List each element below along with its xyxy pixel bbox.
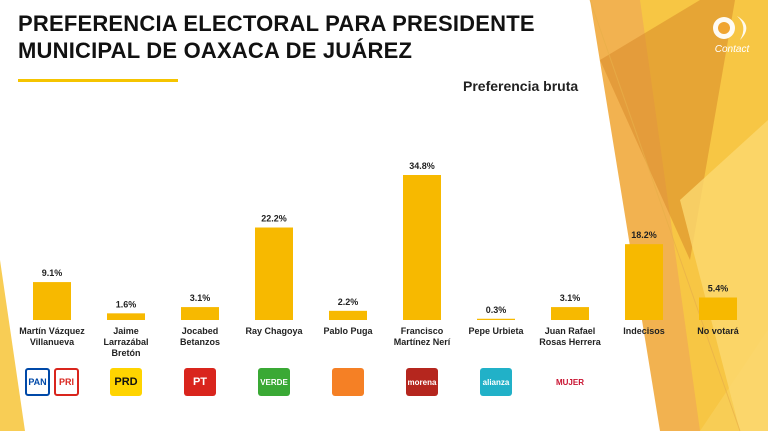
category-label-4-line-0: Pablo Puga — [323, 326, 373, 336]
data-label-1: 1.6% — [116, 299, 137, 309]
data-label-4: 2.2% — [338, 297, 359, 307]
category-label-6-line-0: Pepe Urbieta — [468, 326, 524, 336]
bar-9 — [699, 297, 737, 320]
bar-0 — [33, 282, 71, 320]
category-label-2-line-0: Jocabed — [182, 326, 219, 336]
category-label-1-line-0: Jaime — [113, 326, 139, 336]
title-underline — [18, 79, 178, 82]
brand-mark-icon — [713, 16, 747, 40]
prd-logo-icon: PRD — [110, 368, 142, 396]
data-label-6: 0.3% — [486, 305, 507, 315]
category-label-3-line-0: Ray Chagoya — [245, 326, 303, 336]
pan-logo-icon: PAN — [25, 368, 50, 396]
bar-8 — [625, 244, 663, 320]
category-label-2-line-1: Betanzos — [180, 337, 220, 347]
pt-logo-icon: PT — [184, 368, 216, 396]
category-label-0-line-1: Villanueva — [30, 337, 75, 347]
bg-light-shape — [680, 120, 768, 431]
bar-6 — [477, 318, 515, 320]
bar-1 — [107, 313, 145, 320]
pri-logo-icon: PRI — [54, 368, 79, 396]
data-label-2: 3.1% — [190, 293, 211, 303]
bar-2 — [181, 307, 219, 320]
movimiento-ciudadano-logo-icon — [332, 368, 364, 396]
title-line-1: PREFERENCIA ELECTORAL PARA PRESIDENTE — [18, 11, 535, 36]
data-label-0: 9.1% — [42, 268, 63, 278]
brand-logo: Contact — [704, 8, 760, 58]
bar-7 — [551, 307, 589, 320]
category-label-1-line-2: Bretón — [112, 348, 141, 358]
category-label-9-line-0: No votará — [697, 326, 740, 336]
title-line-2: MUNICIPAL DE OAXACA DE JUÁREZ — [18, 38, 413, 63]
data-label-7: 3.1% — [560, 293, 581, 303]
bg-thin-line — [589, 0, 741, 431]
mujer-logo-icon: MUJER — [554, 368, 586, 396]
alianza-logo-icon: alianza — [480, 368, 512, 396]
category-label-8-line-0: Indecisos — [623, 326, 665, 336]
category-label-7-line-0: Juan Rafael — [545, 326, 596, 336]
chart-subtitle: Preferencia bruta — [463, 78, 579, 94]
brand-name: Contact — [714, 44, 750, 55]
verde-logo-icon: VERDE — [258, 368, 290, 396]
category-label-0-line-0: Martín Vázquez — [19, 326, 85, 336]
morena-logo-icon: morena — [406, 368, 438, 396]
bar-4 — [329, 310, 367, 320]
data-label-3: 22.2% — [261, 214, 287, 224]
data-label-5: 34.8% — [409, 161, 435, 171]
data-label-8: 18.2% — [631, 230, 657, 240]
category-label-7-line-1: Rosas Herrera — [539, 337, 602, 347]
bg-left-shape — [0, 260, 25, 431]
category-label-5-line-1: Martínez Nerí — [394, 337, 451, 347]
chart-title: PREFERENCIA ELECTORAL PARA PRESIDENTE MU… — [18, 10, 578, 64]
category-label-5-line-0: Francisco — [401, 326, 444, 336]
category-label-1-line-1: Larrazábal — [103, 337, 148, 347]
bar-5 — [403, 175, 441, 320]
bar-3 — [255, 227, 293, 320]
data-label-9: 5.4% — [708, 284, 729, 294]
